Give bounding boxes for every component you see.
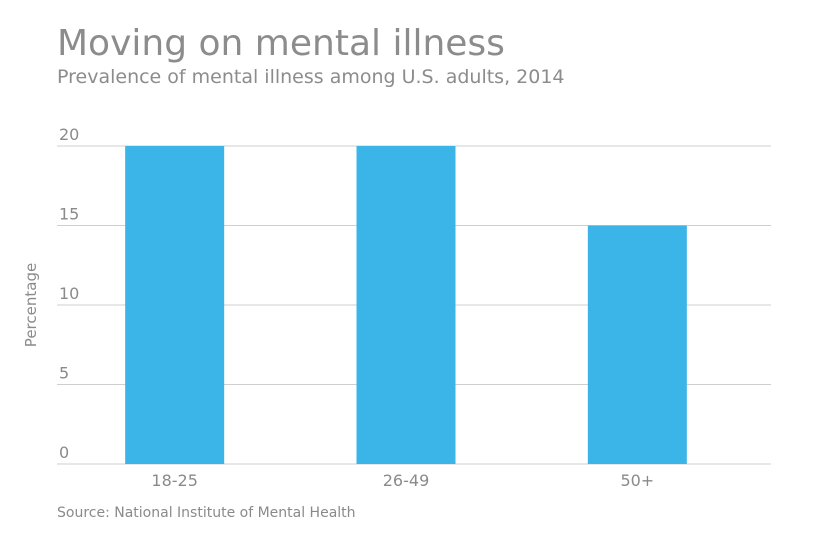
x-axis-ticks: 18-25 26-49 50+: [151, 471, 654, 490]
y-tick-label: 20: [59, 125, 79, 144]
bars: [125, 146, 687, 464]
y-tick-label: 10: [59, 284, 79, 303]
x-tick-label: 26-49: [383, 471, 430, 490]
y-axis-title: Percentage: [22, 263, 40, 347]
bar-50+: [587, 225, 687, 464]
chart-subtitle: Prevalence of mental illness among U.S. …: [57, 66, 565, 88]
x-tick-label: 50+: [620, 471, 654, 490]
y-tick-label: 0: [59, 443, 69, 462]
source-note: Source: National Institute of Mental Hea…: [57, 505, 356, 521]
chart-title: Moving on mental illness: [57, 23, 505, 64]
bar-26-49: [356, 146, 456, 464]
y-tick-label: 15: [59, 205, 79, 224]
x-tick-label: 18-25: [151, 471, 198, 490]
y-axis-ticks: 0 5 10 15 20: [59, 125, 79, 462]
bar-18-25: [125, 146, 225, 464]
y-tick-label: 5: [59, 364, 69, 383]
